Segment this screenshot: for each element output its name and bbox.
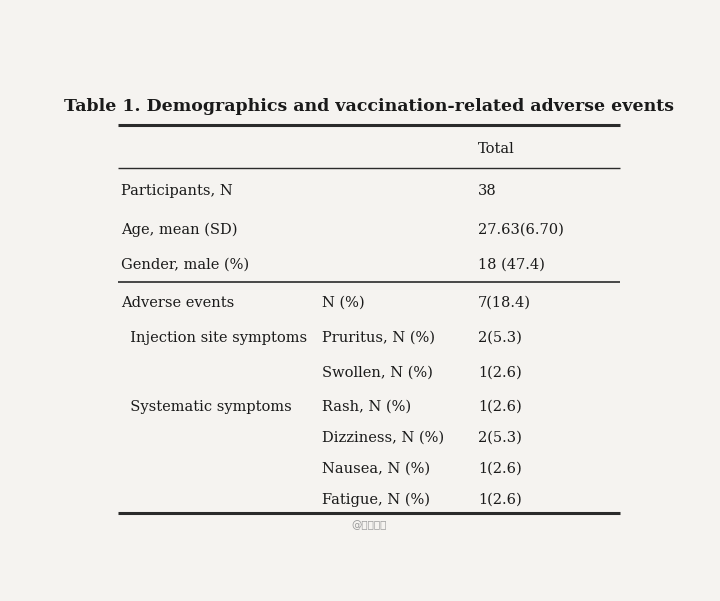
Text: 27.63(6.70): 27.63(6.70): [478, 223, 564, 237]
Text: Dizziness, N (%): Dizziness, N (%): [322, 431, 444, 445]
Text: Age, mean (SD): Age, mean (SD): [121, 223, 237, 237]
Text: @庭前刷锅: @庭前刷锅: [351, 520, 387, 530]
Text: Total: Total: [478, 142, 515, 156]
Text: Pruritus, N (%): Pruritus, N (%): [322, 331, 435, 345]
Text: 38: 38: [478, 185, 497, 198]
Text: 1(2.6): 1(2.6): [478, 400, 521, 414]
Text: 1(2.6): 1(2.6): [478, 462, 521, 475]
Text: Adverse events: Adverse events: [121, 296, 234, 310]
Text: 18 (47.4): 18 (47.4): [478, 258, 545, 272]
Text: Nausea, N (%): Nausea, N (%): [322, 462, 430, 475]
Text: Systematic symptoms: Systematic symptoms: [121, 400, 292, 414]
Text: 7(18.4): 7(18.4): [478, 296, 531, 310]
Text: Injection site symptoms: Injection site symptoms: [121, 331, 307, 345]
Text: Table 1. Demographics and vaccination-related adverse events: Table 1. Demographics and vaccination-re…: [64, 99, 674, 115]
Text: Gender, male (%): Gender, male (%): [121, 258, 249, 272]
Text: Swollen, N (%): Swollen, N (%): [322, 365, 433, 379]
Text: Participants, N: Participants, N: [121, 185, 233, 198]
Text: 2(5.3): 2(5.3): [478, 431, 522, 445]
Text: 1(2.6): 1(2.6): [478, 492, 521, 507]
Text: Fatigue, N (%): Fatigue, N (%): [322, 492, 430, 507]
Text: 2(5.3): 2(5.3): [478, 331, 522, 345]
Text: 1(2.6): 1(2.6): [478, 365, 521, 379]
Text: Rash, N (%): Rash, N (%): [322, 400, 410, 414]
Text: N (%): N (%): [322, 296, 364, 310]
